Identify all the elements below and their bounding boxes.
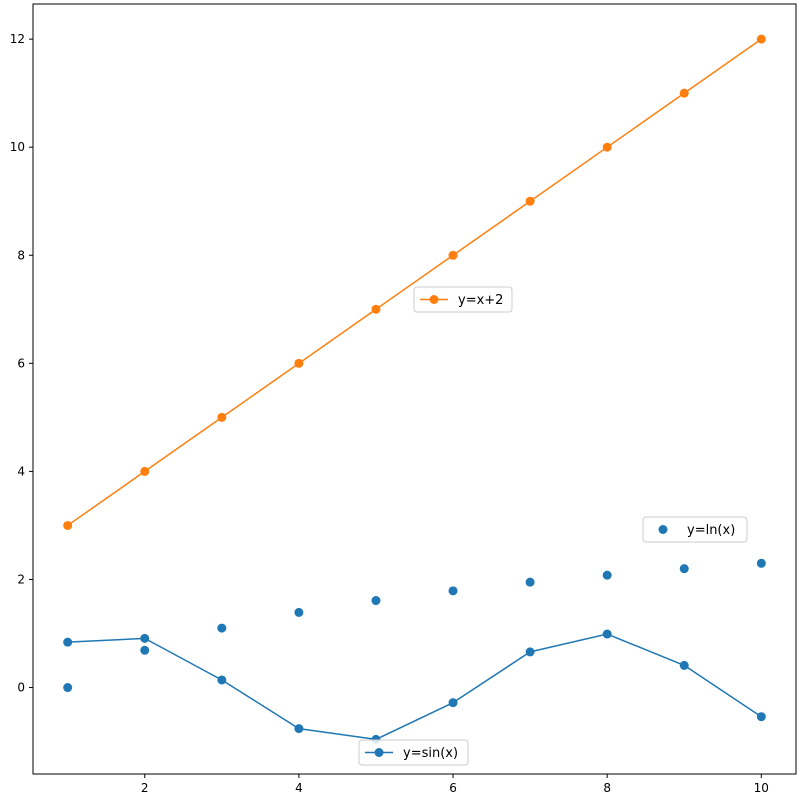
plot-area xyxy=(63,34,766,744)
data-point xyxy=(525,647,535,657)
data-point xyxy=(371,596,381,606)
legend-box xyxy=(413,286,513,313)
x-tick-label: 4 xyxy=(295,781,303,795)
data-point xyxy=(448,250,458,260)
legend-2: y=sin(x) xyxy=(358,739,469,766)
x-tick-label: 10 xyxy=(754,781,769,795)
series-1 xyxy=(63,558,766,693)
data-point xyxy=(217,675,227,685)
x-tick-label: 6 xyxy=(449,781,457,795)
legend-label: y=ln(x) xyxy=(687,523,735,538)
data-point xyxy=(602,629,612,639)
x-tick-label: 8 xyxy=(603,781,611,795)
data-point xyxy=(140,645,150,655)
data-point xyxy=(679,88,689,98)
data-point xyxy=(63,683,73,693)
series-0 xyxy=(63,34,766,530)
legend-box xyxy=(358,739,469,766)
axes: 2 4 6 8 10 0 2 4 6 8 10 12 xyxy=(10,32,769,795)
data-point xyxy=(140,466,150,476)
legends: y=x+2 y=ln(x) y=sin(x) xyxy=(358,286,748,766)
data-point xyxy=(371,304,381,314)
y-tick-label: 12 xyxy=(10,32,25,46)
series-line xyxy=(67,633,762,741)
data-point xyxy=(602,570,612,580)
data-point xyxy=(756,558,766,568)
legend-marker-swatch xyxy=(429,295,439,304)
data-point xyxy=(217,412,227,422)
legend-0: y=x+2 xyxy=(413,286,513,313)
data-point xyxy=(294,358,304,368)
y-tick-label: 2 xyxy=(17,572,25,586)
plot-frame xyxy=(32,3,797,775)
series-2 xyxy=(63,629,766,744)
series-line xyxy=(67,38,762,527)
y-tick-label: 8 xyxy=(17,248,25,262)
data-point xyxy=(525,196,535,206)
data-point xyxy=(217,623,227,633)
y-tick-label: 4 xyxy=(17,464,25,478)
y-tick-label: 0 xyxy=(17,681,25,695)
data-point xyxy=(63,520,73,530)
legend-1: y=ln(x) xyxy=(642,516,748,543)
data-point xyxy=(756,34,766,44)
data-point xyxy=(525,577,535,587)
data-point xyxy=(63,637,73,647)
legend-box xyxy=(642,516,748,543)
data-point xyxy=(140,633,150,643)
data-point xyxy=(679,660,689,670)
legend-marker-swatch xyxy=(658,525,668,534)
data-point xyxy=(448,586,458,596)
y-tick-label: 6 xyxy=(17,356,25,370)
data-point xyxy=(448,698,458,708)
data-point xyxy=(756,712,766,722)
y-tick-label: 10 xyxy=(10,140,25,154)
x-tick-label: 2 xyxy=(141,781,149,795)
legend-marker-swatch xyxy=(374,748,384,757)
legend-label: y=sin(x) xyxy=(403,746,458,761)
data-point xyxy=(679,564,689,574)
data-point xyxy=(294,607,304,617)
data-point xyxy=(602,142,612,152)
legend-label: y=x+2 xyxy=(458,293,503,308)
data-point xyxy=(294,724,304,734)
